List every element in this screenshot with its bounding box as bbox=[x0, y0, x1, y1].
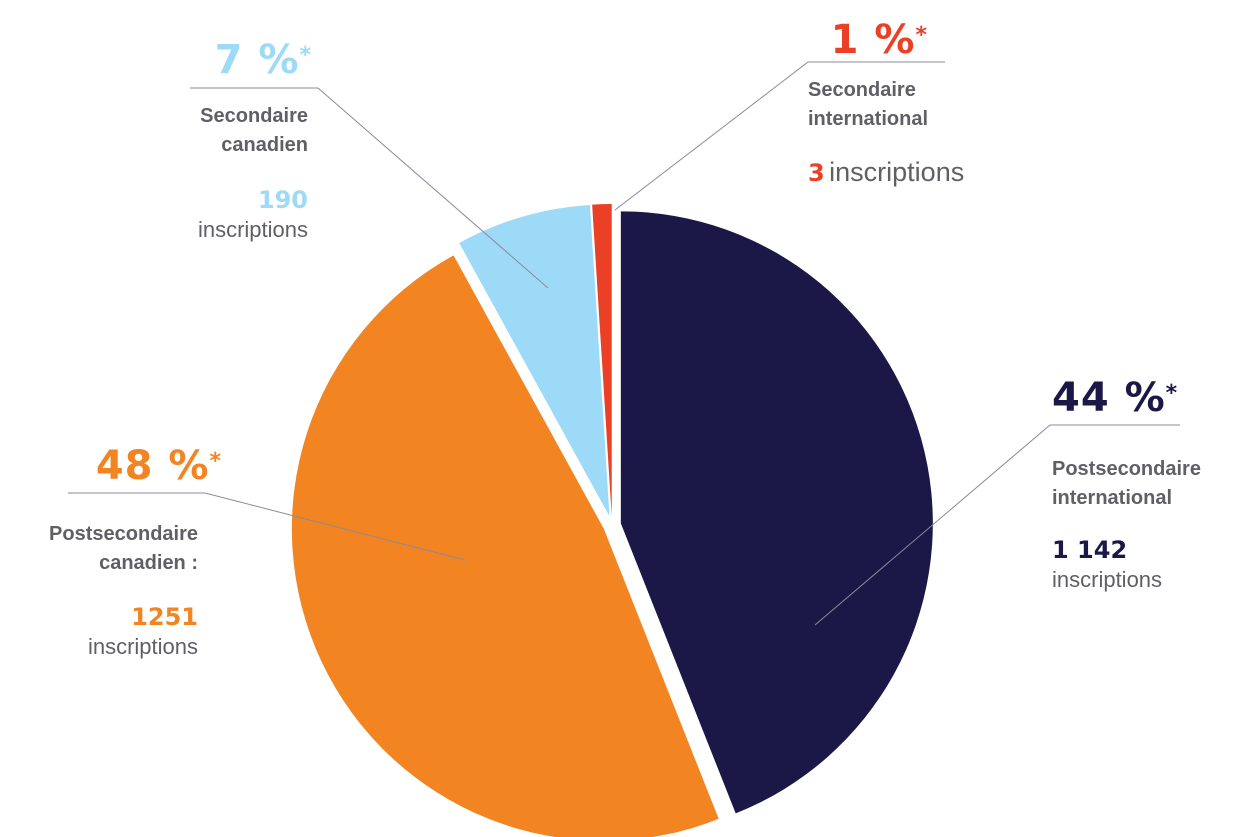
percent-value: 7 % bbox=[214, 37, 300, 83]
count-value: 3 bbox=[808, 159, 825, 187]
count-unit: inscriptions bbox=[829, 157, 965, 187]
count-block: 3 inscriptions bbox=[808, 157, 964, 188]
count-unit: inscriptions bbox=[1052, 567, 1163, 592]
category-label: Secondaire international bbox=[808, 79, 929, 130]
percent-marker: * bbox=[209, 449, 222, 474]
percent-value: 44 % bbox=[1052, 375, 1166, 421]
percent-marker: * bbox=[299, 43, 312, 68]
category-label: Postsecondaire international bbox=[1052, 458, 1201, 509]
leader-line bbox=[190, 87, 549, 289]
count-unit: inscriptions bbox=[87, 634, 198, 659]
count-unit: inscriptions bbox=[197, 217, 308, 242]
pie-slice bbox=[291, 255, 719, 837]
percent-label: 48 %* bbox=[96, 446, 222, 486]
count-value: 190 bbox=[257, 186, 308, 214]
category-label: Postsecondaire canadien : bbox=[49, 523, 198, 574]
percent-value: 1 % bbox=[830, 17, 916, 63]
leader-line bbox=[814, 424, 1180, 626]
category-label: Secondaire canadien bbox=[200, 105, 308, 156]
percent-label: 1 %* bbox=[831, 20, 928, 60]
pie-slice bbox=[459, 204, 610, 517]
pie-slice bbox=[620, 211, 933, 814]
count-value: 1251 bbox=[131, 603, 198, 631]
leader-lines bbox=[68, 61, 1180, 626]
leader-line bbox=[68, 492, 466, 561]
percent-label: 44 %* bbox=[1052, 378, 1178, 418]
percent-marker: * bbox=[1165, 381, 1179, 406]
pie-slice bbox=[592, 204, 612, 517]
count-block: 1 142 inscriptions bbox=[1052, 535, 1162, 595]
percent-marker: * bbox=[915, 23, 928, 48]
count-value: 1 142 bbox=[1052, 536, 1128, 564]
count-block: 1251 inscriptions bbox=[88, 602, 198, 662]
leader-line bbox=[614, 61, 945, 211]
count-block: 190 inscriptions bbox=[198, 185, 308, 245]
percent-value: 48 % bbox=[95, 443, 210, 489]
percent-label: 7 %* bbox=[215, 40, 312, 80]
